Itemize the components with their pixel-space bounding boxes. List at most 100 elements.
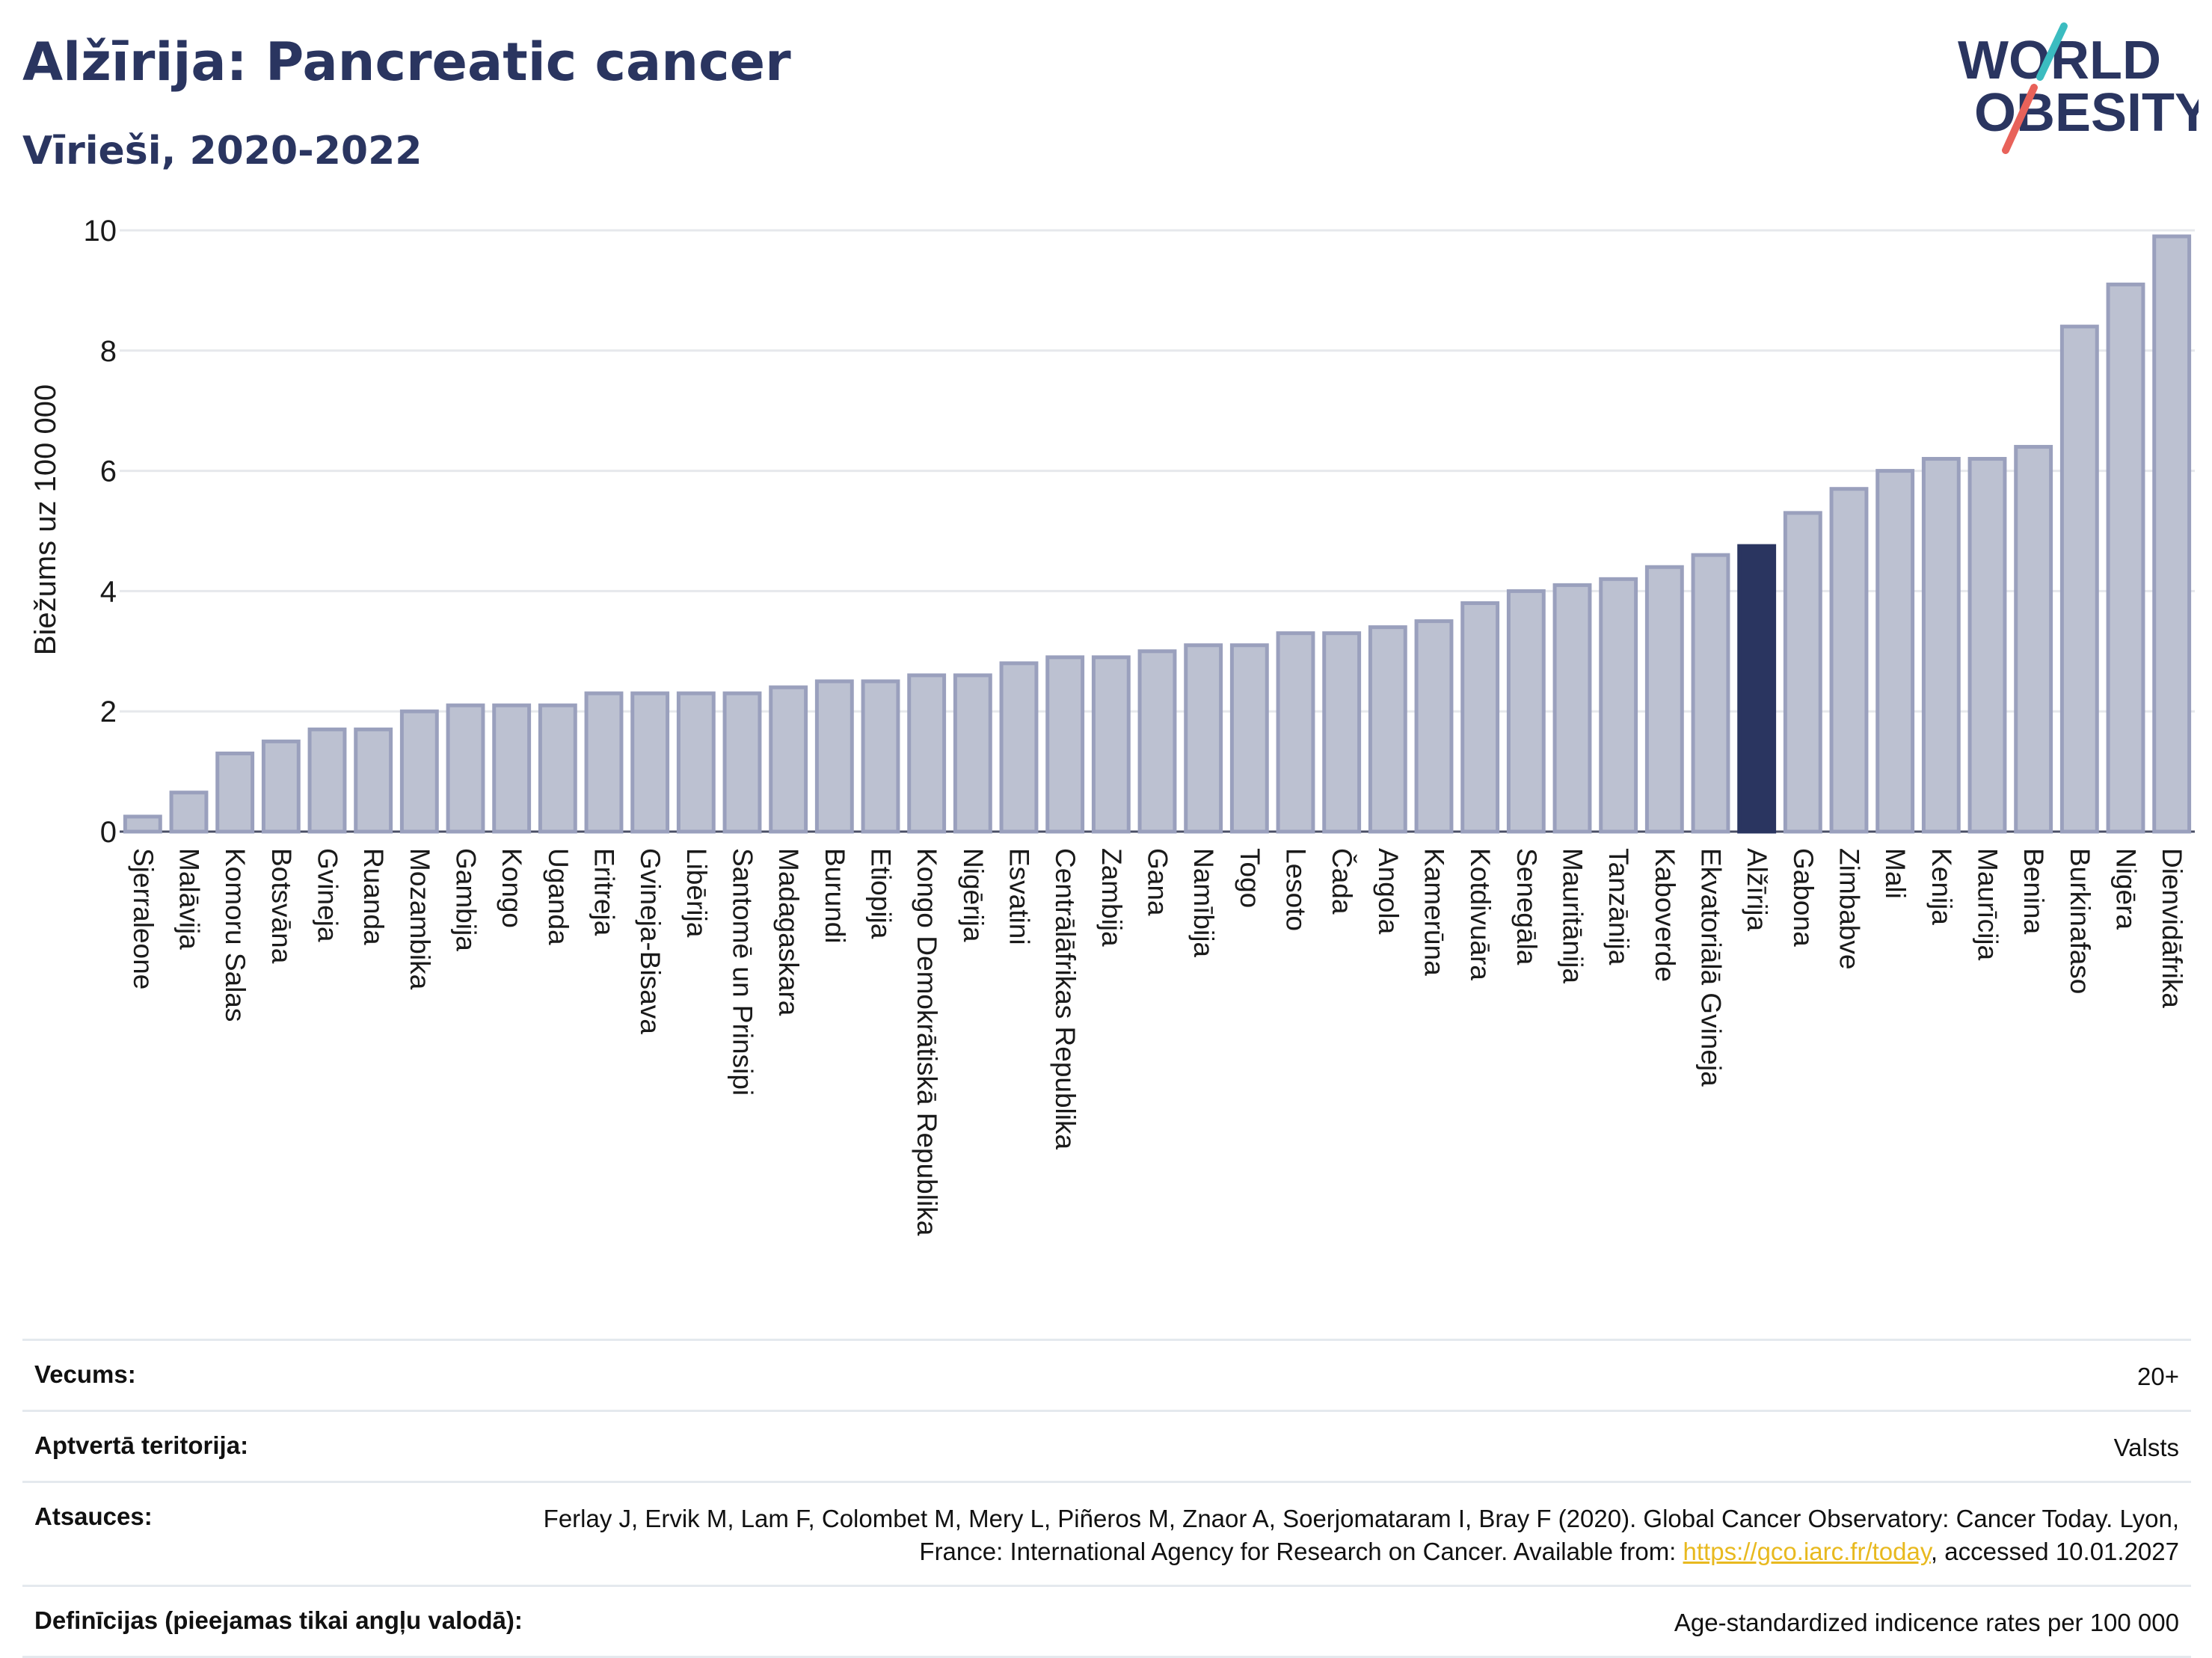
y-tick-label: 0 [100, 816, 117, 849]
y-tick-label: 8 [100, 335, 117, 368]
x-tick-label: Tanzānija [1603, 848, 1634, 965]
bar-15[interactable] [814, 679, 854, 834]
bar-12[interactable] [676, 691, 716, 834]
y-tick-label: 6 [100, 455, 117, 488]
x-tick-label: Nigērija [958, 848, 989, 942]
bar-40[interactable] [1967, 457, 2007, 834]
x-tick-label: Senegāla [1511, 848, 1542, 965]
x-tick-label: Togo [1235, 848, 1265, 908]
bar-23[interactable] [1184, 643, 1223, 834]
x-tick-label: Kenija [1926, 848, 1957, 925]
x-tick-label: Nigēra [2111, 848, 2142, 930]
definitions-label: Definīcijas (pieejamas tikai angļu valod… [34, 1606, 523, 1634]
references-text-main: Ferlay J, Ervik M, Lam F, Colombet M, Me… [543, 1505, 2179, 1565]
bar-9[interactable] [538, 703, 577, 834]
coverage-label: Aptvertā teritorija: [34, 1431, 249, 1459]
bar-38[interactable] [1875, 469, 1915, 834]
bar-8[interactable] [492, 703, 532, 834]
coverage-value: Valsts [2113, 1434, 2179, 1461]
bar-10[interactable] [584, 691, 624, 834]
x-tick-label: Kamerūna [1419, 848, 1450, 976]
bar-4[interactable] [307, 727, 347, 834]
bar-3[interactable] [261, 739, 301, 834]
x-tick-label: Kongo [497, 848, 527, 928]
bar-19[interactable] [999, 661, 1039, 834]
x-tick-label: Zimbabve [1834, 848, 1865, 969]
x-tick-label: Mauritānija [1558, 848, 1588, 983]
bar-43[interactable] [2106, 282, 2145, 834]
x-tick-label: Maurīcija [1973, 848, 2003, 961]
bar-37[interactable] [1829, 487, 1869, 834]
x-tick-label: Kotdivuāra [1465, 848, 1496, 980]
bar-22[interactable] [1137, 649, 1177, 834]
y-tick-label: 4 [100, 575, 117, 608]
x-tick-label: Kongo Demokrātiskā Republika [912, 848, 942, 1236]
bar-33[interactable] [1644, 565, 1684, 834]
x-tick-label: Santomē un Prinsipi [728, 848, 758, 1096]
bar-31[interactable] [1552, 583, 1592, 834]
bar-14[interactable] [769, 685, 808, 834]
bar-44[interactable] [2152, 234, 2192, 834]
bar-28[interactable] [1414, 619, 1454, 834]
x-tick-label: Madagaskara [773, 848, 804, 1016]
bar-35[interactable] [1737, 544, 1777, 834]
references-text-accessed: , accessed 10.01.2027 [1930, 1538, 2179, 1565]
x-tick-label: Gana [1143, 848, 1173, 916]
x-tick-label: Burundi [820, 848, 850, 944]
x-tick-label: Centrālāfrikas Republika [1050, 848, 1081, 1150]
bar-24[interactable] [1229, 643, 1269, 834]
bar-29[interactable] [1460, 601, 1500, 834]
x-tick-label: Komoru Salas [220, 848, 251, 1022]
x-tick-label: Ekvatoriālā Gvineja [1696, 848, 1727, 1087]
x-tick-label: Benina [2018, 848, 2049, 935]
definitions-value: Age-standardized indicence rates per 100… [1674, 1609, 2179, 1636]
bar-21[interactable] [1091, 655, 1131, 834]
page-title: Alžīrija: Pancreatic cancer [22, 31, 791, 93]
bar-41[interactable] [2014, 444, 2053, 834]
bar-6[interactable] [399, 709, 439, 834]
bar-36[interactable] [1783, 511, 1822, 834]
bar-27[interactable] [1368, 625, 1407, 834]
x-tick-label: Esvatini [1004, 848, 1035, 945]
x-tick-label: Gvineja [313, 848, 343, 942]
x-tick-label: Mali [1880, 848, 1911, 899]
bar-17[interactable] [907, 673, 947, 834]
bar-13[interactable] [722, 691, 762, 834]
footer-row-references: Atsauces: Ferlay J, Ervik M, Lam F, Colo… [22, 1481, 2191, 1585]
x-tick-label: Čada [1327, 848, 1357, 915]
x-tick-label: Zambija [1096, 848, 1127, 947]
bar-16[interactable] [861, 679, 900, 834]
bar-2[interactable] [215, 751, 255, 834]
bar-18[interactable] [953, 673, 992, 834]
x-tick-label: Alžīrija [1742, 848, 1772, 931]
bar-42[interactable] [2059, 325, 2099, 834]
x-tick-label: Mozambika [405, 848, 435, 990]
bar-34[interactable] [1691, 553, 1730, 834]
x-tick-label: Burkinafaso [2065, 848, 2095, 994]
x-tick-label: Gvineja-Bisava [635, 848, 666, 1034]
age-label: Vecums: [34, 1360, 136, 1388]
x-tick-label: Etiopija [866, 848, 897, 939]
x-tick-label: Libērija [681, 848, 712, 938]
x-tick-label: Malāvija [174, 848, 205, 950]
x-tick-label: Uganda [543, 848, 574, 945]
x-tick-label: Namībija [1188, 848, 1219, 957]
references-label: Atsauces: [34, 1502, 153, 1530]
bar-39[interactable] [1921, 457, 1961, 834]
bar-20[interactable] [1045, 655, 1085, 834]
bar-32[interactable] [1599, 577, 1638, 834]
bar-25[interactable] [1276, 631, 1315, 834]
y-tick-label: 2 [100, 696, 117, 728]
x-tick-label: Gabona [1788, 848, 1819, 947]
page-subtitle: Vīrieši, 2020-2022 [22, 129, 423, 174]
x-tick-label: Botsvāna [266, 848, 297, 964]
bar-7[interactable] [446, 703, 485, 834]
bar-0[interactable] [123, 814, 162, 834]
bar-11[interactable] [630, 691, 670, 834]
references-link[interactable]: https://gco.iarc.fr/today [1683, 1538, 1931, 1565]
bar-1[interactable] [169, 790, 209, 834]
bar-30[interactable] [1506, 589, 1546, 834]
x-tick-label: Ruanda [358, 848, 389, 945]
bar-5[interactable] [354, 727, 393, 834]
bar-26[interactable] [1322, 631, 1362, 834]
